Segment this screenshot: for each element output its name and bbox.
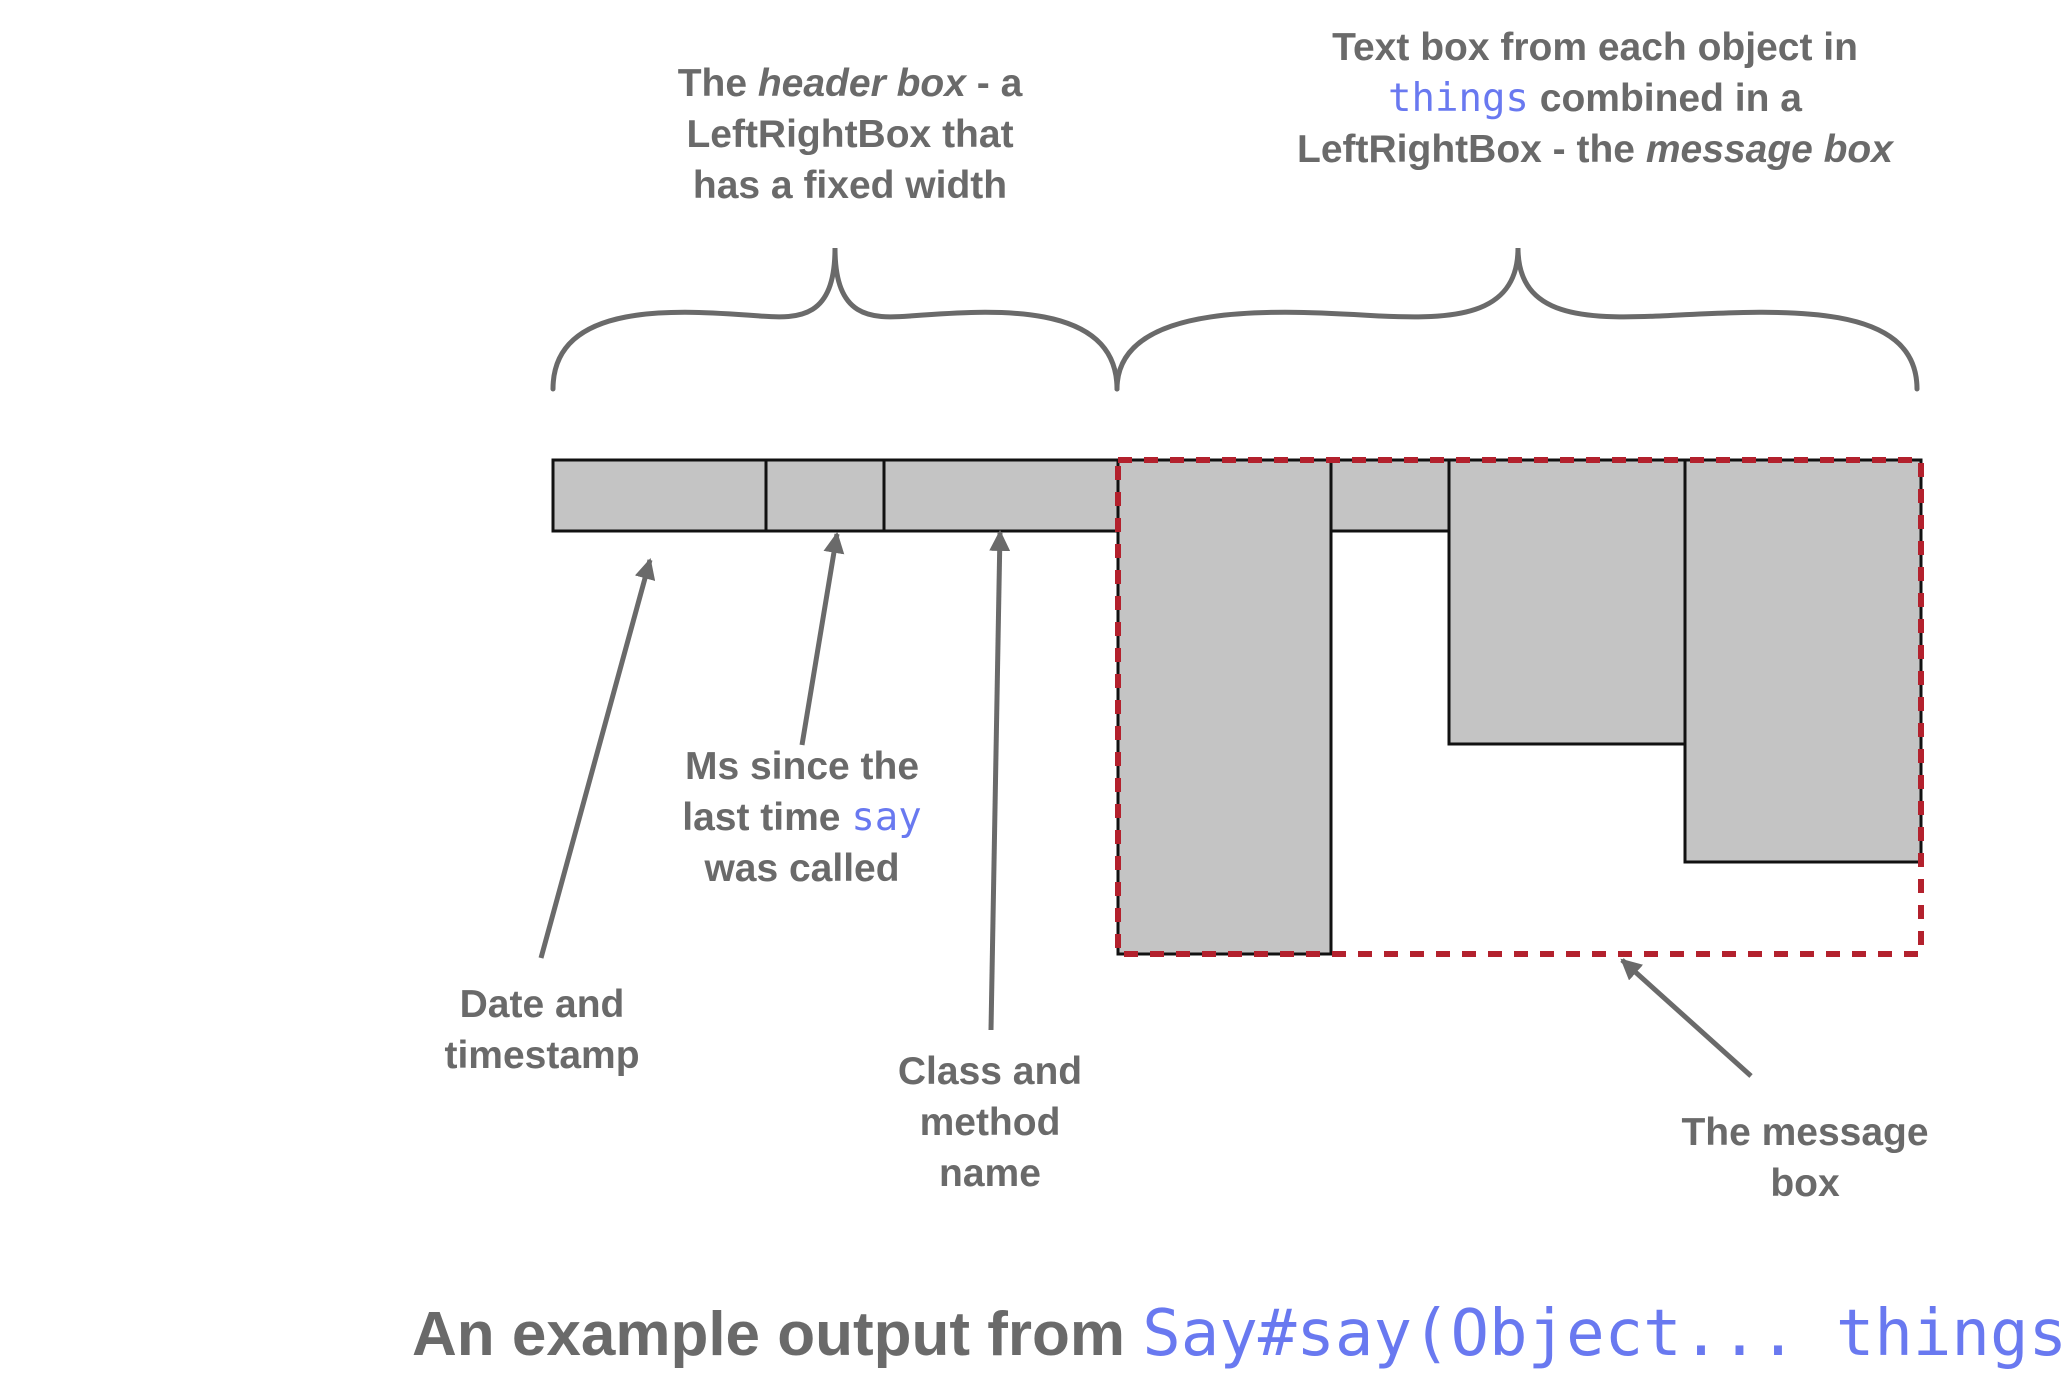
- message-box-brace: [1114, 247, 1920, 392]
- class-method-label-line1: Class and: [897, 1050, 1083, 1093]
- message-text-box-2: [1329, 458, 1451, 533]
- ms-since-label-line3: was called: [704, 847, 900, 890]
- arrow-class-method: [988, 529, 1011, 1031]
- message-box-top-label-line2: things combined in a: [1388, 76, 1802, 121]
- message-text-box-3: [1447, 458, 1687, 746]
- header-box-label-line1: The header box - a: [677, 62, 1023, 105]
- message-box-top-label-line3: LeftRightBox - the message box: [1297, 128, 1893, 171]
- ms-since-cell: [764, 458, 886, 533]
- message-box-emphasis: message box: [1645, 128, 1893, 171]
- ms-since-label: Ms since the last time say was called: [652, 741, 952, 894]
- class-method-label-line2: method: [919, 1101, 1061, 1144]
- message-box-dashed-outline: [1115, 457, 1924, 957]
- message-text-box-4: [1683, 458, 1923, 864]
- caption-text: An example output from: [412, 1300, 1143, 1369]
- class-method-label-line3: name: [939, 1152, 1041, 1195]
- header-box-label-line2: LeftRightBox that: [686, 113, 1014, 156]
- message-box-bottom-label-line2: box: [1770, 1162, 1840, 1205]
- date-timestamp-label-line2: timestamp: [444, 1034, 640, 1077]
- header-box-emphasis: header box: [757, 62, 966, 105]
- header-box-brace: [550, 247, 1120, 392]
- header-box-label: The header box - a LeftRightBox that has…: [635, 58, 1065, 211]
- things-code: things: [1388, 76, 1529, 121]
- message-box-bottom-label-line1: The message: [1681, 1111, 1929, 1154]
- header-box-label-line3: has a fixed width: [692, 164, 1008, 207]
- ms-since-label-line1: Ms since the: [684, 745, 920, 788]
- arrow-ms-since: [799, 531, 845, 746]
- message-box-top-label: Text box from each object in things comb…: [1245, 22, 1945, 175]
- message-text-box-1: [1116, 458, 1333, 956]
- message-box-top-label-line1: Text box from each object in: [1332, 26, 1858, 69]
- caption-code: Say#say(Object... things): [1142, 1297, 2062, 1371]
- class-method-label: Class and method name: [850, 1046, 1130, 1199]
- message-box-bottom-label: The message box: [1655, 1107, 1955, 1209]
- arrow-date-timestamp: [538, 557, 656, 959]
- date-timestamp-cell: [551, 458, 768, 533]
- date-timestamp-label-line1: Date and: [459, 983, 625, 1026]
- class-method-cell: [882, 458, 1120, 533]
- figure-caption: An example output from Say#say(Object...…: [412, 1296, 2062, 1373]
- say-code: say: [851, 795, 922, 840]
- date-timestamp-label: Date and timestamp: [402, 979, 682, 1081]
- ms-since-label-line2: last time say: [682, 795, 922, 840]
- arrow-message-box: [1620, 958, 1753, 1078]
